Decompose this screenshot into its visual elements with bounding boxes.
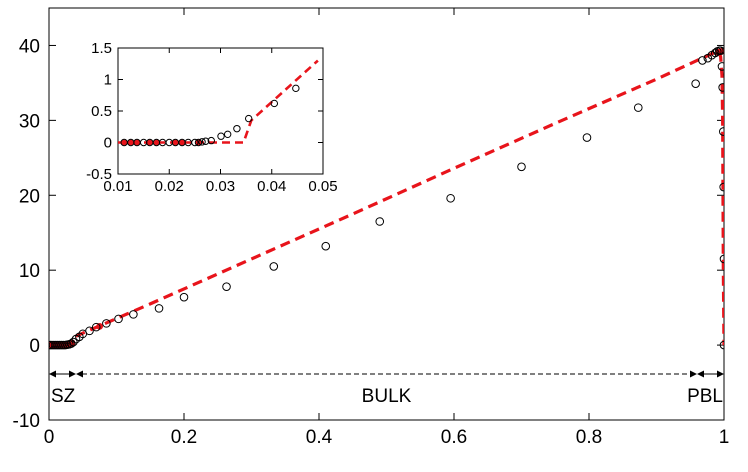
inset-x-tick-label: 0.03 xyxy=(206,178,235,195)
region-arrow-head-right xyxy=(717,370,724,378)
open-marker xyxy=(582,133,592,142)
inset-y-tick-label: -0.5 xyxy=(86,166,112,183)
open-marker xyxy=(633,103,643,112)
inset-open-marker xyxy=(233,124,241,133)
region-arrow-head-right xyxy=(690,370,697,378)
open-marker xyxy=(102,319,111,328)
open-marker xyxy=(321,241,331,251)
y-tick-label: -10 xyxy=(13,411,40,432)
inset-open-marker xyxy=(244,114,253,123)
open-marker xyxy=(114,314,123,324)
region-label-pbl: PBL xyxy=(687,386,723,407)
open-marker xyxy=(710,48,720,58)
open-marker xyxy=(56,340,66,350)
region-label-bulk: BULK xyxy=(362,386,412,407)
inset-filled-marker xyxy=(127,139,134,146)
inset-y-tick-label: 1 xyxy=(104,72,112,89)
x-tick-label: 0.8 xyxy=(576,427,602,448)
open-marker xyxy=(66,339,76,348)
inset-open-marker xyxy=(223,130,232,139)
open-marker xyxy=(698,56,707,65)
inset-x-tick-label: 0.05 xyxy=(308,178,337,195)
open-marker xyxy=(49,340,58,350)
x-tick-label: 0 xyxy=(44,427,55,448)
open-marker xyxy=(719,340,724,350)
inset-filled-marker xyxy=(146,139,153,146)
region-arrow-head-left xyxy=(49,370,56,378)
inset-plot-area xyxy=(118,59,319,147)
inset-y-tick-label: 0 xyxy=(104,135,112,152)
inset-filled-marker xyxy=(121,139,128,146)
open-marker xyxy=(716,46,724,55)
open-marker xyxy=(222,282,231,291)
inset-axes-frame xyxy=(117,47,324,175)
region-arrow-head-right xyxy=(69,370,76,378)
inset-open-marker xyxy=(191,138,199,147)
inset-filled-marker xyxy=(153,139,160,146)
open-marker xyxy=(517,162,526,172)
x-tick-label: 1 xyxy=(719,427,730,448)
open-marker xyxy=(719,254,724,264)
inset-open-marker xyxy=(207,136,215,145)
open-marker xyxy=(691,79,700,88)
inset-filled-marker xyxy=(134,139,140,146)
open-marker xyxy=(719,127,724,136)
open-marker xyxy=(129,310,138,319)
y-tick-label: 40 xyxy=(19,36,40,57)
open-marker xyxy=(269,262,279,271)
inset-open-marker xyxy=(270,99,279,108)
region-arrow-head-left xyxy=(76,370,83,378)
y-tick-label: 0 xyxy=(29,336,40,357)
inset-y-tick-label: 0.5 xyxy=(91,103,112,120)
open-marker xyxy=(719,182,724,192)
open-marker xyxy=(91,322,101,332)
open-marker xyxy=(717,62,724,71)
inset-plot: 0.01 0.02 0.03 0.04 0.05 -0.5 0 0.5 1 1.5 xyxy=(86,40,337,195)
open-marker xyxy=(446,193,455,203)
x-tick-label: 0.6 xyxy=(441,427,467,448)
inset-filled-marker xyxy=(179,139,185,146)
inset-x-tick-label: 0.02 xyxy=(155,178,184,195)
open-marker xyxy=(375,217,385,226)
plot-area xyxy=(49,46,724,350)
open-marker xyxy=(69,337,78,347)
y-tick-label: 20 xyxy=(19,186,40,207)
inset-open-marker xyxy=(198,138,206,146)
inset-x-tick-label: 0.01 xyxy=(103,178,132,195)
open-marker xyxy=(179,292,189,302)
x-tick-label: 0.4 xyxy=(306,427,333,448)
y-tick-label: 30 xyxy=(19,111,40,132)
inset-x-tick-label: 0.04 xyxy=(257,178,286,195)
inset-filled-marker xyxy=(172,139,179,146)
inset-open-marker xyxy=(292,84,300,93)
region-label-sz: SZ xyxy=(51,386,76,407)
region-arrow-head-left xyxy=(697,370,704,378)
open-marker xyxy=(54,340,64,350)
open-marker xyxy=(154,304,164,313)
inset-open-marker xyxy=(217,132,225,140)
dashed-line xyxy=(49,49,724,347)
x-tick-label: 0.2 xyxy=(171,427,197,448)
y-tick-label: 10 xyxy=(19,261,40,282)
inset-open-marker xyxy=(201,137,210,145)
open-marker xyxy=(85,326,94,336)
inset-y-tick-label: 1.5 xyxy=(91,40,112,57)
open-marker xyxy=(58,340,68,350)
open-marker xyxy=(718,83,724,92)
inset-open-marker xyxy=(194,138,203,147)
